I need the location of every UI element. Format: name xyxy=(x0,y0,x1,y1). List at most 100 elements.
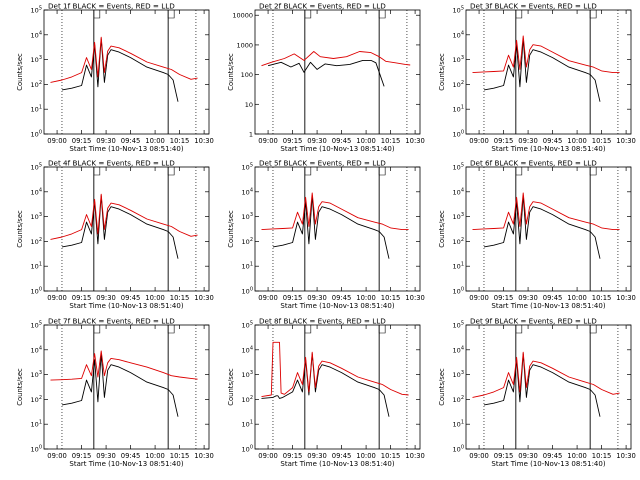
y-tick-label: 103 xyxy=(31,212,42,221)
x-tick-label: 10:15 xyxy=(592,137,612,145)
x-tick-label: 10:00 xyxy=(356,137,376,145)
x-axis-label: Start Time (10-Nov-13 08:51:40) xyxy=(69,145,183,153)
x-tick-label: 09:45 xyxy=(543,294,563,302)
detector-panel-4: Det 4f BLACK = Events, RED = LLD 09:00 09:… xyxy=(16,159,214,311)
marker-flag xyxy=(515,325,523,334)
y-tick-label: 101 xyxy=(31,262,42,271)
series-lld-line xyxy=(261,51,411,67)
x-tick-label: 09:30 xyxy=(518,452,538,460)
marker-flag xyxy=(378,325,386,334)
panel-title: Det 8f BLACK = Events, RED = LLD xyxy=(259,317,386,326)
y-tick-label: 102 xyxy=(453,395,464,404)
x-tick-label: 09:15 xyxy=(72,294,92,302)
x-tick-label: 09:15 xyxy=(494,137,514,145)
x-axis-label: Start Time (10-Nov-13 08:51:40) xyxy=(491,145,605,153)
series-lld-line xyxy=(261,192,409,231)
plot-frame xyxy=(43,166,210,292)
y-tick-label: 100 xyxy=(453,287,464,296)
x-tick-label: 09:15 xyxy=(72,452,92,460)
y-tick-label: 102 xyxy=(31,80,42,89)
y-tick-label: 102 xyxy=(242,237,253,246)
x-tick-label: 10:30 xyxy=(194,137,214,145)
x-axis-label: Start Time (10-Nov-13 08:51:40) xyxy=(69,460,183,468)
x-axis-label: Start Time (10-Nov-13 08:51:40) xyxy=(69,302,183,310)
x-tick-label: 10:15 xyxy=(170,452,190,460)
y-tick-label: 10000 xyxy=(232,12,253,20)
y-tick-label: 103 xyxy=(242,370,253,379)
x-tick-label: 09:30 xyxy=(96,294,116,302)
plot-frame xyxy=(465,324,632,450)
y-tick-label: 101 xyxy=(453,105,464,114)
panel-title: Det 6f BLACK = Events, RED = LLD xyxy=(470,159,597,168)
y-tick-label: 105 xyxy=(453,163,464,172)
y-tick-label: 105 xyxy=(453,6,464,15)
detector-panel-6: Det 6f BLACK = Events, RED = LLD 09:00 09:… xyxy=(438,159,636,311)
y-tick-label: 100 xyxy=(453,445,464,454)
y-tick-label: 105 xyxy=(31,321,42,330)
x-tick-label: 09:30 xyxy=(307,452,327,460)
detector-panel-7: Det 7f BLACK = Events, RED = LLD 09:00 09:… xyxy=(16,317,214,469)
marker-flag xyxy=(378,167,386,176)
x-tick-label: 09:30 xyxy=(518,137,538,145)
x-tick-label: 09:15 xyxy=(72,137,92,145)
y-tick-label: 100 xyxy=(242,287,253,296)
y-tick-label: 102 xyxy=(31,237,42,246)
y-tick-label: 100 xyxy=(241,71,253,79)
x-tick-label: 09:00 xyxy=(469,294,489,302)
y-tick-label: 102 xyxy=(31,395,42,404)
x-tick-label: 09:15 xyxy=(494,452,514,460)
y-tick-label: 102 xyxy=(453,237,464,246)
y-tick-label: 101 xyxy=(242,420,253,429)
series-events-line xyxy=(483,195,601,259)
marker-flag xyxy=(93,325,101,334)
plot-frame xyxy=(465,166,632,292)
y-tick-label: 104 xyxy=(453,187,464,196)
y-tick-label: 104 xyxy=(453,345,464,354)
x-tick-label: 09:00 xyxy=(47,137,67,145)
x-tick-label: 09:00 xyxy=(47,294,67,302)
x-tick-label: 10:00 xyxy=(567,137,587,145)
y-axis-label: Counts/sec xyxy=(227,210,235,248)
series-events-line xyxy=(272,195,390,259)
panel-title: Det 4f BLACK = Events, RED = LLD xyxy=(48,159,175,168)
y-tick-label: 101 xyxy=(31,420,42,429)
x-tick-label: 09:45 xyxy=(121,294,141,302)
y-tick-label: 101 xyxy=(31,105,42,114)
x-tick-label: 09:45 xyxy=(543,452,563,460)
series-lld-line xyxy=(472,351,620,398)
x-tick-label: 10:00 xyxy=(356,294,376,302)
marker-flag xyxy=(304,167,312,176)
x-tick-label: 10:30 xyxy=(405,137,425,145)
series-lld-line xyxy=(50,36,198,83)
x-tick-label: 09:00 xyxy=(258,452,278,460)
x-tick-label: 09:00 xyxy=(258,294,278,302)
y-tick-label: 101 xyxy=(453,262,464,271)
x-tick-label: 09:45 xyxy=(332,452,352,460)
plot-frame xyxy=(465,9,632,135)
y-tick-label: 104 xyxy=(31,345,42,354)
x-tick-label: 10:15 xyxy=(381,137,401,145)
x-tick-label: 09:30 xyxy=(96,137,116,145)
x-tick-label: 10:15 xyxy=(592,452,612,460)
x-tick-label: 09:15 xyxy=(283,294,303,302)
x-tick-label: 09:00 xyxy=(47,452,67,460)
marker-flag xyxy=(304,325,312,334)
plot-frame xyxy=(254,166,421,292)
x-axis-label: Start Time (10-Nov-13 08:51:40) xyxy=(280,460,394,468)
y-tick-label: 10 xyxy=(245,101,253,109)
x-tick-label: 10:15 xyxy=(381,294,401,302)
marker-flag xyxy=(378,10,386,19)
y-tick-label: 100 xyxy=(31,445,42,454)
y-axis-label: Counts/sec xyxy=(227,53,235,91)
marker-flag xyxy=(167,167,175,176)
series-events-line xyxy=(267,59,385,87)
series-events-line xyxy=(61,38,179,102)
x-tick-label: 09:15 xyxy=(283,452,303,460)
marker-flag xyxy=(167,10,175,19)
x-axis-label: Start Time (10-Nov-13 08:51:40) xyxy=(491,302,605,310)
y-tick-label: 101 xyxy=(242,262,253,271)
x-tick-label: 10:00 xyxy=(356,452,376,460)
x-tick-label: 10:30 xyxy=(405,294,425,302)
plot-frame xyxy=(43,9,210,135)
y-tick-label: 104 xyxy=(242,345,253,354)
